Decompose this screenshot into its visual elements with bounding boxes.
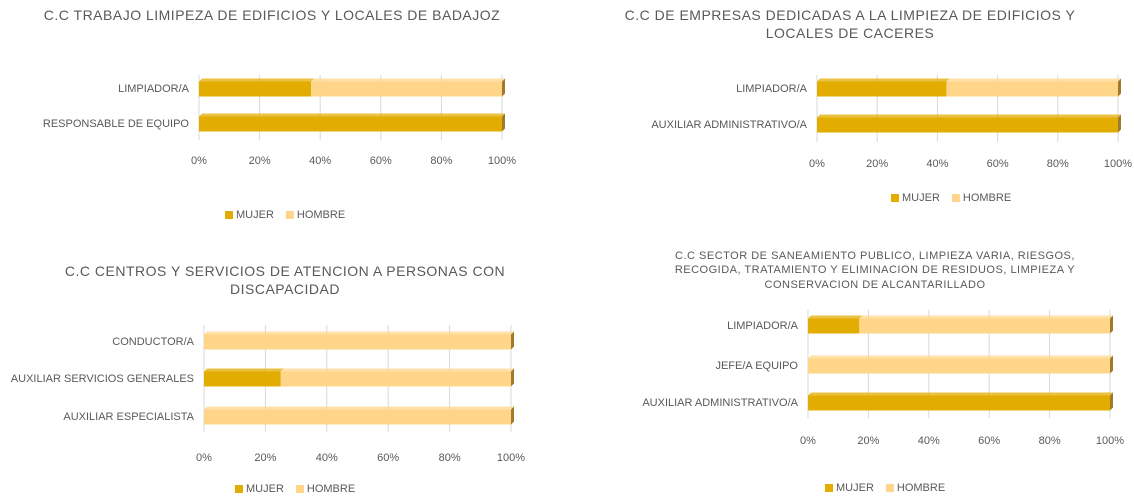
bar-side: [1110, 355, 1113, 374]
bar-segment: [199, 81, 312, 97]
x-tick-label: 80%: [430, 155, 452, 167]
y-tick-label: RESPONSABLE DE EQUIPO: [43, 118, 190, 130]
x-tick-label: 60%: [370, 155, 392, 167]
x-tick-label: 60%: [987, 158, 1009, 170]
legend-swatch: [235, 485, 243, 493]
legend-swatch: [225, 211, 233, 219]
legend-label: MUJER: [836, 482, 874, 494]
chart-title: C.C TRABAJO LIMIPEZA DE EDIFICIOS Y LOCA…: [43, 7, 501, 23]
bar-segment: [859, 318, 1110, 334]
chart-title: C.C DE EMPRESAS DEDICADAS A LA LIMPIEZA …: [624, 7, 1076, 42]
bar-side: [1110, 315, 1113, 334]
bar-segment: [817, 117, 1118, 133]
bar-segment: [280, 371, 511, 387]
legend-swatch: [825, 484, 833, 492]
bar-segment: [817, 81, 947, 97]
bar-side: [1118, 114, 1121, 133]
bar-top: [808, 392, 1113, 396]
x-tick-label: 60%: [377, 452, 399, 464]
bar-top: [311, 78, 505, 82]
bar-segment: [808, 318, 860, 334]
x-tick-label: 40%: [316, 452, 338, 464]
x-tick-label: 0%: [809, 158, 825, 170]
bar-segment: [808, 358, 1110, 374]
legend-label: HOMBRE: [297, 209, 345, 221]
bar-side: [1118, 78, 1121, 97]
bar-segment: [946, 81, 1118, 97]
x-tick-label: 80%: [439, 452, 461, 464]
bar-top: [808, 355, 1113, 359]
bar-side: [502, 113, 505, 132]
bar-segment: [204, 409, 511, 425]
bar-segment: [808, 395, 1110, 411]
x-tick-label: 40%: [309, 155, 331, 167]
y-tick-label: LIMPIADOR/A: [727, 320, 799, 332]
y-tick-label: LIMPIADOR/A: [736, 83, 808, 95]
y-tick-label: JEFE/A EQUIPO: [715, 360, 798, 372]
x-tick-label: 80%: [1039, 435, 1061, 447]
bar-segment: [204, 334, 511, 350]
y-tick-label: AUXILIAR ADMINISTRATIVO/A: [642, 397, 798, 409]
bar-side: [511, 368, 514, 387]
legend-swatch: [951, 194, 960, 202]
legend-label: MUJER: [236, 209, 274, 221]
x-tick-label: 20%: [866, 158, 888, 170]
bar-side: [511, 331, 514, 350]
bar-side: [1110, 392, 1113, 411]
chart-title: C.C CENTROS Y SERVICIOS DE ATENCION A PE…: [64, 263, 506, 298]
chart-title: C.C SECTOR DE SANEAMIENTO PUBLICO, LIMPI…: [674, 250, 1076, 291]
x-tick-label: 20%: [254, 452, 276, 464]
y-tick-label: AUXILIAR SERVICIOS GENERALES: [11, 373, 194, 385]
legend-swatch: [891, 194, 899, 202]
y-tick-label: AUXILIAR ADMINISTRATIVO/A: [651, 119, 807, 131]
x-tick-label: 0%: [191, 155, 207, 167]
x-tick-label: 20%: [249, 155, 271, 167]
bar-top: [817, 114, 1121, 118]
bar-top: [817, 78, 950, 82]
bar-top: [204, 331, 514, 335]
bar-top: [199, 78, 315, 82]
x-tick-label: 100%: [488, 155, 516, 167]
bar-segment: [311, 81, 502, 97]
legend-swatch: [285, 211, 294, 219]
x-tick-label: 0%: [800, 435, 816, 447]
bar-segment: [204, 371, 281, 387]
legend-label: HOMBRE: [963, 192, 1011, 204]
x-tick-label: 100%: [497, 452, 525, 464]
bar-segment: [199, 116, 502, 132]
bar-top: [199, 113, 505, 117]
y-tick-label: AUXILIAR ESPECIALISTA: [63, 411, 194, 423]
y-tick-label: LIMPIADOR/A: [118, 83, 190, 95]
bar-top: [808, 315, 863, 319]
x-tick-label: 40%: [926, 158, 948, 170]
x-tick-label: 100%: [1096, 435, 1124, 447]
x-tick-label: 60%: [978, 435, 1000, 447]
x-tick-label: 100%: [1104, 158, 1132, 170]
x-tick-label: 0%: [196, 452, 212, 464]
legend-swatch: [885, 484, 894, 492]
bar-side: [502, 78, 505, 97]
bar-top: [204, 368, 284, 372]
bar-top: [280, 368, 514, 372]
x-tick-label: 20%: [857, 435, 879, 447]
legend-label: MUJER: [246, 483, 284, 495]
bar-side: [511, 406, 514, 425]
legend-label: HOMBRE: [307, 483, 355, 495]
x-tick-label: 80%: [1047, 158, 1069, 170]
bar-top: [204, 406, 514, 410]
legend-label: MUJER: [902, 192, 940, 204]
legend-swatch: [295, 485, 304, 493]
y-tick-label: CONDUCTOR/A: [112, 336, 194, 348]
x-tick-label: 40%: [918, 435, 940, 447]
bar-top: [859, 315, 1113, 319]
legend-label: HOMBRE: [897, 482, 945, 494]
bar-top: [946, 78, 1121, 82]
